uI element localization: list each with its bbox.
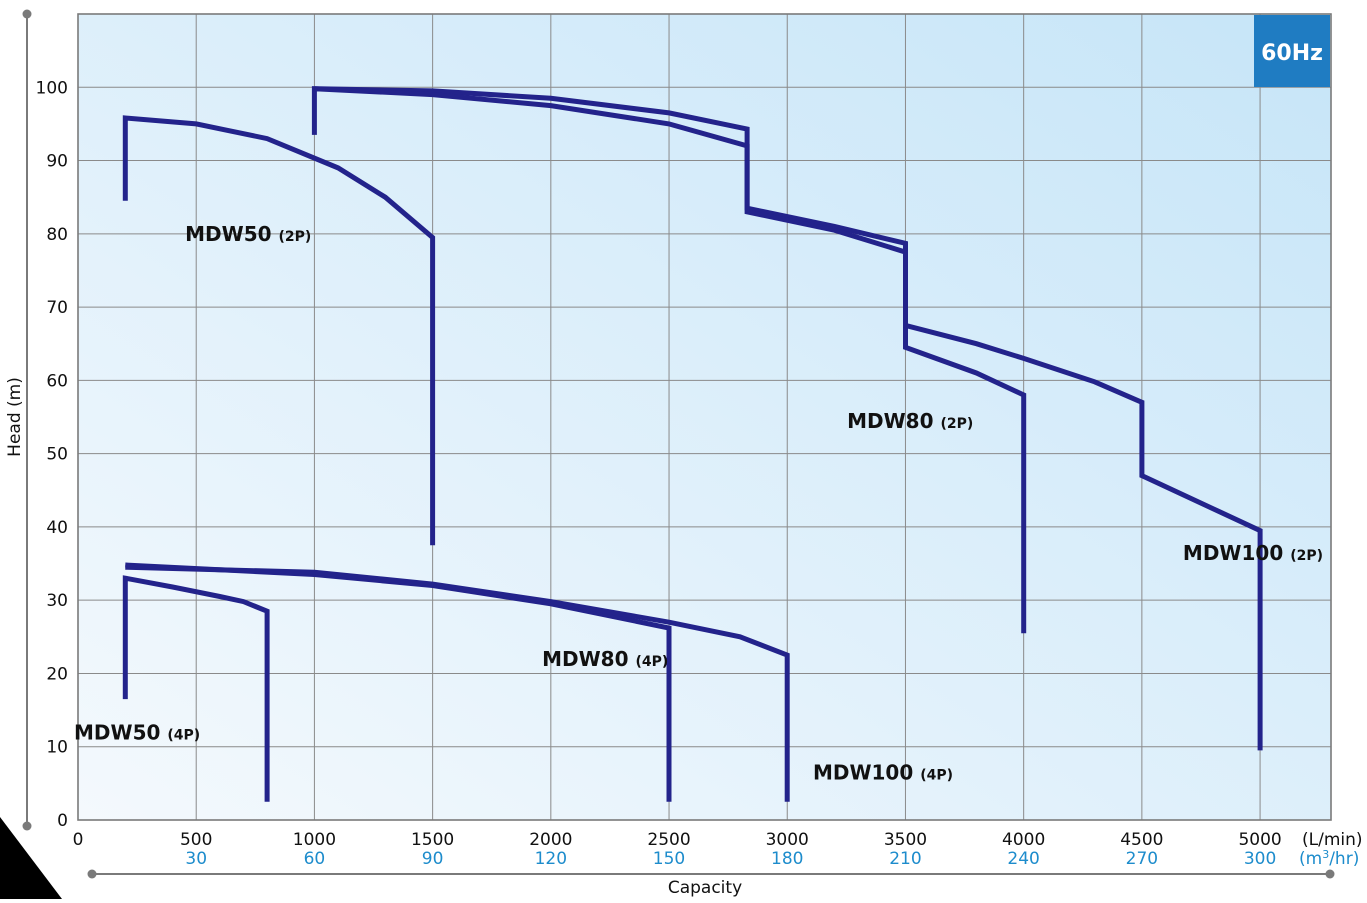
x-tick-label: 500 bbox=[180, 830, 212, 850]
x-tick-label: 1500 bbox=[411, 830, 454, 850]
curve-label: MDW100 (4P) bbox=[813, 761, 953, 785]
grid bbox=[78, 14, 1331, 820]
x-axis-unit: (L/min) bbox=[1302, 830, 1363, 850]
x2-tick-label: 270 bbox=[1126, 849, 1158, 869]
x-axis-title: Capacity bbox=[668, 878, 742, 898]
curve-label: MDW50 (2P) bbox=[185, 222, 311, 246]
y-axis-end-dot bbox=[22, 821, 32, 831]
x2-tick-label: 240 bbox=[1007, 849, 1039, 869]
x-tick-label: 5000 bbox=[1238, 830, 1281, 850]
x-tick-label: 3000 bbox=[766, 830, 809, 850]
y-tick-label: 50 bbox=[46, 445, 68, 465]
corner-decoration bbox=[0, 817, 62, 899]
curve-mdw100-4p bbox=[125, 564, 790, 802]
y-tick-label: 60 bbox=[46, 371, 68, 391]
x2-axis-unit: (m3/hr) bbox=[1299, 848, 1359, 870]
x-tick-label: 3500 bbox=[884, 830, 927, 850]
y-axis-end-dot bbox=[22, 9, 32, 19]
curve-mdw50-2p bbox=[122, 115, 436, 546]
y-tick-labels: 0 10 20 30 40 50 60 70 80 90 100 bbox=[36, 78, 68, 831]
x-axis-end-dot bbox=[87, 869, 97, 879]
x2-tick-label: 30 bbox=[185, 849, 207, 869]
x-tick-label: 2500 bbox=[647, 830, 690, 850]
y-tick-label: 0 bbox=[57, 811, 68, 831]
x2-tick-label: 180 bbox=[771, 849, 803, 869]
x-tick-label: 0 bbox=[73, 830, 84, 850]
x2-tick-label: 150 bbox=[653, 849, 685, 869]
curve-mdw100-2p bbox=[314, 86, 1263, 751]
y-tick-label: 80 bbox=[46, 225, 68, 245]
x-tick-label: 1000 bbox=[293, 830, 336, 850]
y-tick-label: 100 bbox=[36, 78, 68, 98]
x2-tick-label: 60 bbox=[304, 849, 326, 869]
curves bbox=[122, 86, 1263, 802]
curve-labels: MDW50 (2P) MDW50 (4P) MDW80 (2P) MDW80 (4P)… bbox=[74, 222, 1323, 785]
y-tick-label: 10 bbox=[46, 738, 68, 758]
plot-border bbox=[77, 13, 1332, 821]
x2-tick-label: 90 bbox=[422, 849, 444, 869]
curve-label: MDW80 (2P) bbox=[847, 409, 973, 433]
x-tick-label: 2000 bbox=[529, 830, 572, 850]
frequency-badge bbox=[1254, 15, 1330, 87]
x-axis-end-dot bbox=[1325, 869, 1335, 879]
curve-label: MDW100 (2P) bbox=[1183, 541, 1323, 565]
x2-tick-label: 300 bbox=[1244, 849, 1276, 869]
y-tick-label: 20 bbox=[46, 664, 68, 684]
y-tick-label: 40 bbox=[46, 518, 68, 538]
frequency-badge-label: 60Hz bbox=[1261, 41, 1323, 66]
curve-label: MDW80 (4P) bbox=[542, 647, 668, 671]
x2-tick-label: 210 bbox=[889, 849, 921, 869]
curve-label: MDW50 (4P) bbox=[74, 720, 200, 744]
x-tick-label: 4500 bbox=[1120, 830, 1163, 850]
y-tick-label: 30 bbox=[46, 591, 68, 611]
y-tick-label: 90 bbox=[46, 152, 68, 172]
x-tick-label: 4000 bbox=[1002, 830, 1045, 850]
y-tick-label: 70 bbox=[46, 298, 68, 318]
y-axis-title: Head (m) bbox=[5, 377, 25, 457]
curve-mdw50-4p bbox=[122, 575, 270, 802]
x2-tick-label: 120 bbox=[535, 849, 567, 869]
